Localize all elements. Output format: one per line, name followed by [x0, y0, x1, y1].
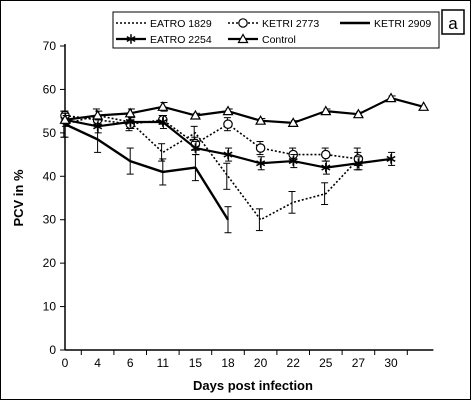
y-tick-label: 10 — [43, 300, 57, 314]
x-tick-label: 0 — [62, 356, 69, 370]
data-point — [189, 109, 201, 120]
series-line — [64, 114, 359, 160]
data-point — [256, 158, 266, 169]
data-point — [352, 108, 364, 119]
y-tick-label: 40 — [43, 169, 57, 183]
x-tick-label: 6 — [127, 356, 134, 370]
data-point — [353, 158, 363, 169]
legend-label: EATRO 2254 — [150, 34, 212, 46]
series-control — [59, 92, 430, 127]
x-tick-label: 20 — [254, 356, 268, 370]
data-point — [255, 143, 266, 153]
series-eatro-2254 — [60, 112, 396, 175]
data-point — [385, 92, 397, 103]
legend-items: EATRO 1829 KETRI 2773 KETRI 2909 EATRO 2254… — [116, 18, 431, 46]
legend-item: EATRO 1829 — [116, 18, 212, 30]
x-tick-label: 25 — [319, 356, 333, 370]
data-point — [157, 101, 169, 111]
data-point — [320, 149, 331, 160]
panel-label: a — [448, 14, 458, 33]
data-point — [158, 117, 168, 127]
x-tick-label: 27 — [352, 356, 366, 370]
data-point — [223, 149, 233, 160]
legend-swatch-marker — [237, 33, 249, 44]
y-tick-label: 50 — [43, 126, 57, 140]
legend-label: KETRI 2909 — [374, 18, 431, 30]
data-point — [223, 119, 233, 129]
data-point — [93, 121, 103, 132]
series-layer — [59, 92, 430, 234]
data-point — [288, 156, 298, 166]
y-tick-label: 30 — [43, 213, 57, 227]
data-point — [320, 105, 332, 116]
series-line — [64, 123, 230, 221]
legend-item: KETRI 2909 — [340, 18, 431, 30]
data-point — [92, 109, 104, 120]
data-point — [418, 101, 430, 111]
data-point — [125, 117, 135, 127]
x-axis-title: Days post infection — [193, 378, 313, 393]
legend-item: KETRI 2773 — [228, 18, 319, 30]
axes: 0 10 20 30 40 50 60 70 0 4 6 11 15 18 20 22 25 27 30 — [43, 39, 434, 370]
legend-swatch-marker — [126, 34, 136, 44]
y-tick-label: 20 — [43, 256, 57, 270]
series-line — [64, 114, 359, 221]
y-axis-title: PCV in % — [11, 169, 26, 227]
legend-label: EATRO 1829 — [150, 18, 212, 30]
y-tick-label: 70 — [43, 39, 57, 53]
data-point — [255, 114, 267, 125]
y-tick-label: 60 — [43, 82, 57, 96]
x-tick-label: 4 — [94, 356, 101, 370]
x-tick-label: 15 — [189, 356, 203, 370]
legend-label: KETRI 2773 — [262, 18, 319, 30]
legend-swatch-marker — [238, 18, 248, 28]
x-tick-label: 18 — [221, 356, 235, 370]
data-point — [222, 105, 234, 116]
panel-label-box — [441, 9, 465, 35]
data-point — [190, 143, 200, 153]
legend-label: Control — [262, 34, 296, 46]
data-point — [321, 162, 331, 173]
legend-item: Control — [228, 33, 296, 46]
legend — [112, 11, 440, 49]
data-point — [287, 117, 299, 127]
x-tick-label: 11 — [157, 356, 170, 370]
data-point — [59, 114, 71, 124]
legend-box — [112, 11, 440, 49]
series-line — [64, 97, 424, 124]
x-tick-label: 22 — [287, 356, 301, 370]
legend-item: EATRO 2254 — [116, 34, 212, 46]
data-point — [124, 107, 136, 118]
y-tick-label: 0 — [49, 343, 56, 357]
x-tick-label: 30 — [384, 356, 398, 370]
data-point — [386, 154, 396, 164]
